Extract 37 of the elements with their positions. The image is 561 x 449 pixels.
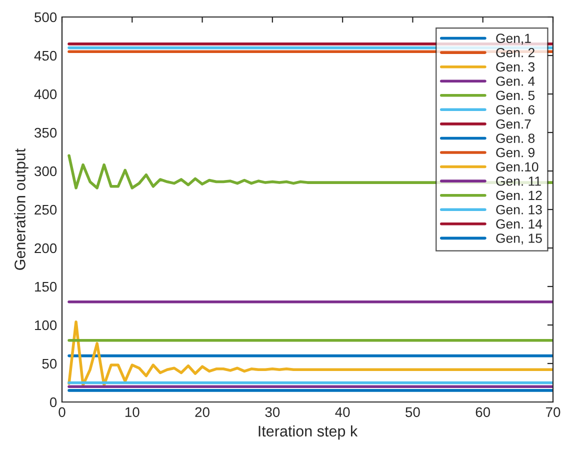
legend-label: Gen. 9 [496, 148, 534, 158]
y-tick-label: 250 [34, 204, 57, 215]
legend-label: Gen. 5 [496, 90, 535, 100]
y-tick-label: 400 [34, 89, 57, 100]
legend-label: Gen. 4 [496, 76, 535, 86]
x-tick-label: 40 [335, 407, 350, 418]
legend-label: Gen. 13 [496, 205, 542, 214]
line-series [68, 320, 553, 386]
legend-label: Gen. 14 [496, 219, 542, 229]
x-tick-label: 50 [406, 407, 420, 418]
legend-label: Gen.7 [496, 119, 531, 129]
x-tick-label: 60 [476, 407, 490, 418]
x-tick-label: 70 [546, 407, 560, 418]
legend-label: Gen. 12 [496, 190, 542, 200]
x-tick-label: 20 [195, 407, 210, 418]
y-tick-label: 300 [34, 166, 57, 176]
x-tick-label: 0 [58, 407, 66, 418]
legend-label: Gen. 6 [496, 105, 535, 114]
x-tick-label: 30 [265, 407, 280, 418]
legend-label: Gen. 2 [496, 48, 534, 58]
legend-label: Gen.10 [496, 162, 538, 172]
y-axis-title: Generation output [14, 148, 28, 270]
y-tick-label: 500 [34, 12, 57, 22]
legend-label: Gen. 8 [496, 134, 535, 143]
legend-label: Gen. 3 [496, 62, 535, 72]
legend-label: Gen. 11 [496, 176, 541, 186]
y-tick-label: 350 [34, 128, 57, 138]
y-tick-label: 0 [50, 397, 57, 408]
y-tick-label: 450 [34, 50, 57, 61]
x-axis-title: Iteration step k [258, 425, 358, 440]
y-tick-label: 50 [42, 358, 57, 369]
x-tick-label: 10 [125, 407, 140, 418]
legend-label: Gen,1 [496, 34, 531, 45]
y-tick-label: 150 [35, 282, 57, 292]
y-tick-label: 100 [35, 320, 57, 330]
legend-label: Gen, 15 [496, 234, 542, 244]
y-tick-label: 200 [34, 243, 57, 254]
